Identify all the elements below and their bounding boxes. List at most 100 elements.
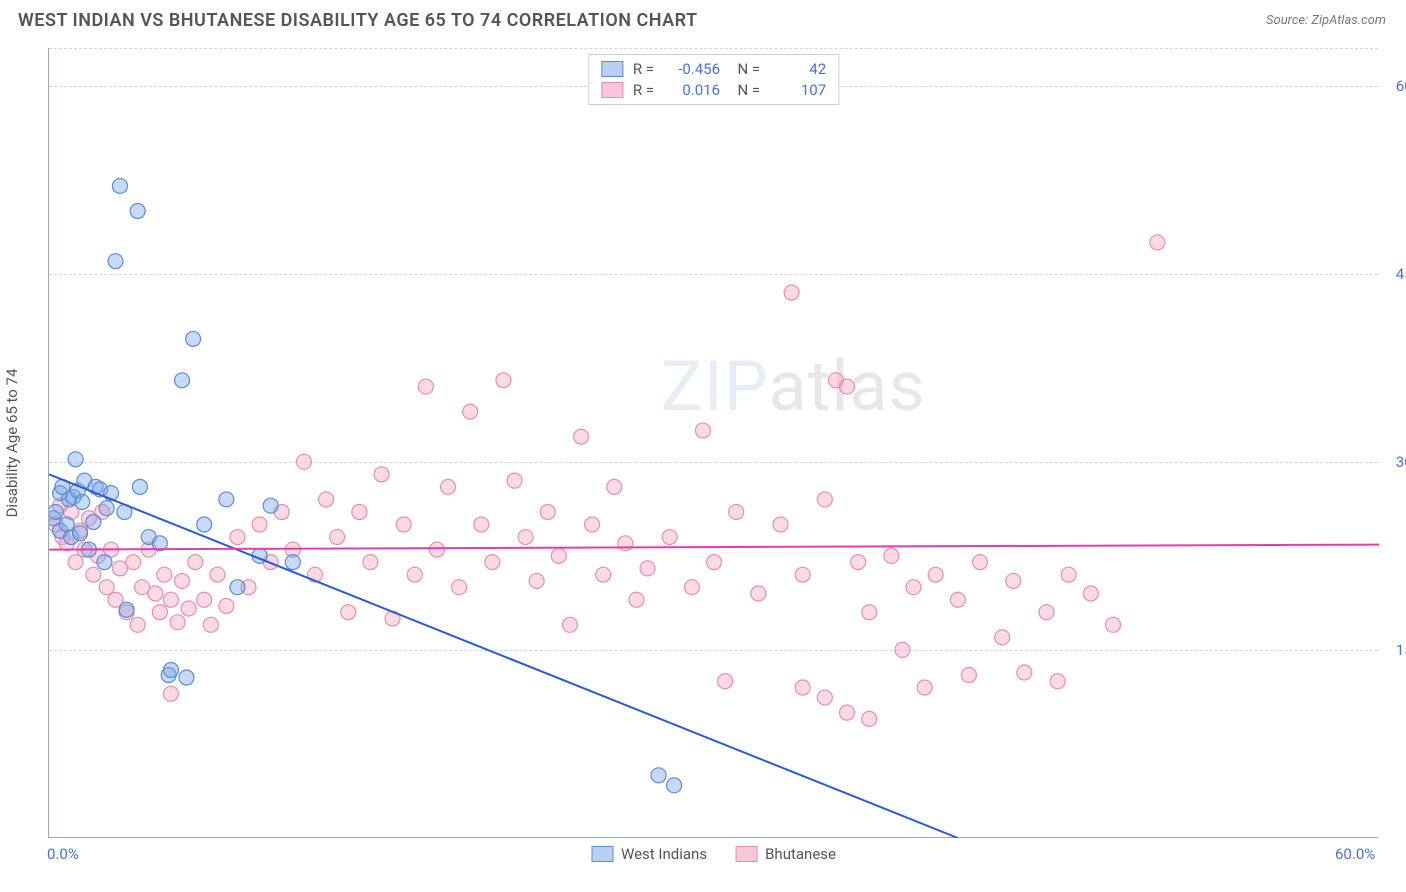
xtick-label: 60.0%	[1335, 845, 1375, 863]
data-point	[179, 670, 194, 685]
legend-swatch-west-indians-2	[591, 846, 613, 862]
data-point	[862, 605, 877, 620]
r-value-west-indians: -0.456	[664, 60, 720, 78]
plot-area: ZIPatlas R =-0.456 N =42 R =0.016 N =107…	[48, 48, 1378, 838]
stats-legend: R =-0.456 N =42 R =0.016 N =107	[588, 54, 839, 105]
xtick-label: 0.0%	[47, 845, 79, 863]
data-point	[640, 561, 655, 576]
data-point	[718, 674, 733, 689]
data-point	[1017, 665, 1032, 680]
data-point	[817, 690, 832, 705]
data-point	[851, 555, 866, 570]
data-point	[186, 331, 201, 346]
legend-label-bhutanese: Bhutanese	[765, 845, 836, 863]
data-point	[341, 605, 356, 620]
data-point	[795, 680, 810, 695]
data-point	[230, 580, 245, 595]
plot-container: Disability Age 65 to 74 ZIPatlas R =-0.4…	[48, 48, 1378, 838]
data-point	[452, 580, 467, 595]
data-point	[995, 630, 1010, 645]
data-point	[170, 615, 185, 630]
data-point	[99, 501, 114, 516]
data-point	[163, 592, 178, 607]
data-point	[163, 686, 178, 701]
data-point	[529, 573, 544, 588]
data-point	[950, 592, 965, 607]
chart-svg	[49, 48, 1379, 838]
data-point	[496, 373, 511, 388]
data-point	[840, 705, 855, 720]
data-point	[112, 561, 127, 576]
data-point	[130, 204, 145, 219]
data-point	[607, 479, 622, 494]
data-point	[119, 602, 134, 617]
data-point	[773, 517, 788, 532]
legend-label-west-indians: West Indians	[621, 845, 707, 863]
data-point	[130, 617, 145, 632]
data-point	[175, 573, 190, 588]
data-point	[112, 178, 127, 193]
data-point	[75, 494, 90, 509]
data-point	[99, 580, 114, 595]
data-point	[429, 542, 444, 557]
data-point	[618, 536, 633, 551]
ytick-label: 45.0%	[1384, 265, 1406, 283]
data-point	[906, 580, 921, 595]
data-point	[840, 379, 855, 394]
data-point	[175, 373, 190, 388]
data-point	[1050, 674, 1065, 689]
stats-row-west-indians: R =-0.456 N =42	[601, 60, 826, 78]
data-point	[210, 567, 225, 582]
data-point	[263, 498, 278, 513]
ytick-label: 30.0%	[1384, 453, 1406, 471]
legend-item-bhutanese: Bhutanese	[735, 845, 836, 863]
data-point	[188, 555, 203, 570]
data-point	[285, 555, 300, 570]
stats-row-bhutanese: R =0.016 N =107	[601, 81, 826, 99]
data-point	[917, 680, 932, 695]
data-point	[1106, 617, 1121, 632]
data-point	[928, 567, 943, 582]
data-point	[651, 768, 666, 783]
data-point	[132, 479, 147, 494]
data-point	[596, 567, 611, 582]
data-point	[795, 567, 810, 582]
legend-swatch-west-indians	[601, 61, 623, 77]
r-value-bhutanese: 0.016	[664, 81, 720, 99]
data-point	[135, 580, 150, 595]
data-point	[330, 530, 345, 545]
data-point	[973, 555, 988, 570]
data-point	[540, 504, 555, 519]
data-point	[296, 454, 311, 469]
data-point	[363, 555, 378, 570]
data-point	[695, 423, 710, 438]
data-point	[862, 711, 877, 726]
data-point	[396, 517, 411, 532]
data-point	[884, 548, 899, 563]
data-point	[684, 580, 699, 595]
data-point	[73, 526, 88, 541]
data-point	[203, 617, 218, 632]
data-point	[463, 404, 478, 419]
data-point	[507, 473, 522, 488]
data-point	[574, 429, 589, 444]
data-point	[707, 555, 722, 570]
series-legend: West Indians Bhutanese	[591, 845, 836, 863]
data-point	[252, 517, 267, 532]
data-point	[784, 285, 799, 300]
data-point	[352, 504, 367, 519]
data-point	[1150, 235, 1165, 250]
data-point	[585, 517, 600, 532]
data-point	[751, 586, 766, 601]
source-label: Source: ZipAtlas.com	[1266, 13, 1386, 28]
data-point	[197, 592, 212, 607]
data-point	[667, 778, 682, 793]
ytick-label: 15.0%	[1384, 641, 1406, 659]
data-point	[1039, 605, 1054, 620]
data-point	[49, 504, 63, 519]
legend-swatch-bhutanese	[601, 82, 623, 98]
data-point	[485, 555, 500, 570]
data-point	[230, 530, 245, 545]
data-point	[68, 555, 83, 570]
data-point	[374, 467, 389, 482]
